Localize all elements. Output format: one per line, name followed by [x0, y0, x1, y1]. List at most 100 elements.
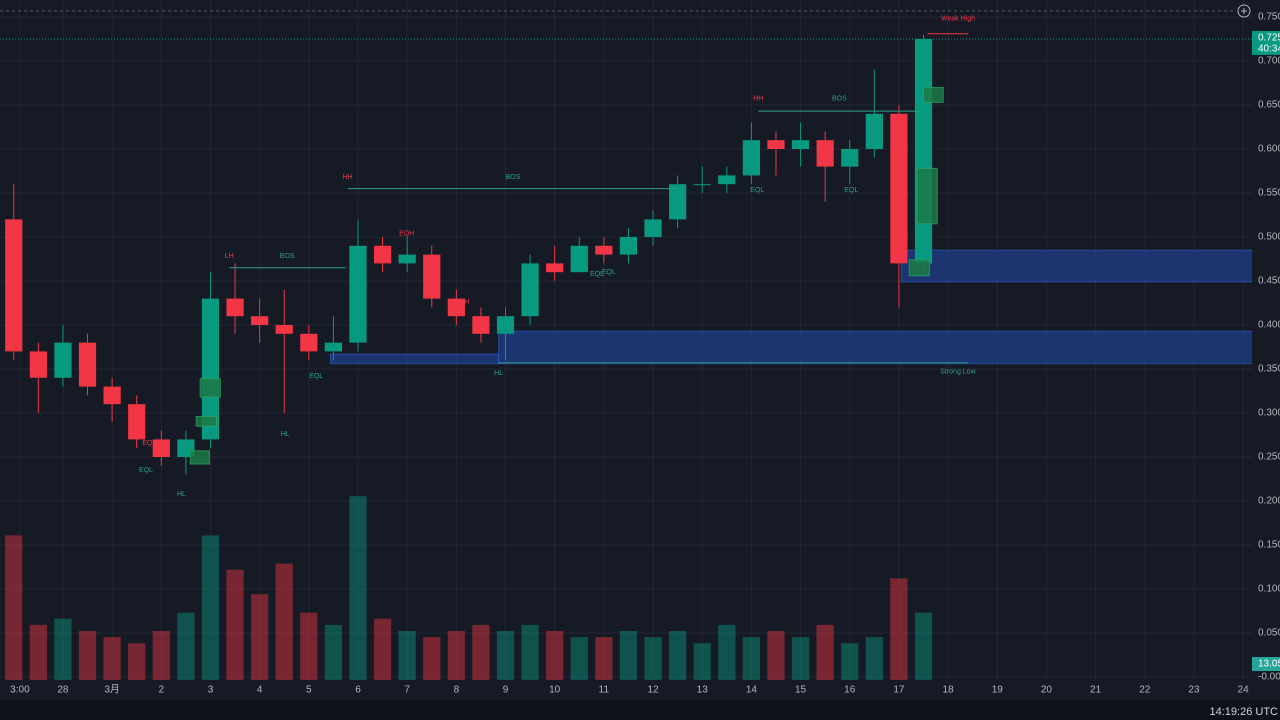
y-tick-label: 0.300	[1258, 408, 1280, 419]
x-tick-label: 11	[599, 685, 610, 696]
volume-bar	[349, 496, 367, 680]
volume-bar	[595, 637, 613, 680]
order-block	[916, 167, 938, 225]
order-block	[189, 450, 210, 465]
candle-body	[423, 254, 441, 299]
structure-label: BOS	[280, 253, 295, 260]
volume-bar	[718, 624, 736, 680]
candle-body	[546, 263, 564, 273]
x-tick-label: 24	[1238, 685, 1250, 696]
structure-label: BOS	[505, 174, 520, 181]
x-tick-label: 12	[647, 685, 659, 696]
structure-label: HL	[494, 370, 503, 377]
volume-bar	[791, 637, 810, 680]
price-axis	[1252, 0, 1280, 700]
candle-body	[349, 245, 367, 343]
volume-bar	[275, 563, 293, 680]
candle-body	[914, 38, 933, 264]
candle-body	[201, 298, 220, 440]
volume-bar	[201, 535, 220, 680]
add-button[interactable]	[1237, 4, 1251, 18]
volume-bar	[644, 637, 662, 680]
candle-body	[718, 175, 736, 185]
candle-body	[324, 342, 343, 352]
y-tick-label: 0.500	[1258, 232, 1280, 243]
x-tick-label: 21	[1090, 685, 1102, 696]
structure-label: HL	[177, 491, 186, 498]
volume-bar	[373, 618, 392, 680]
volume-bar	[29, 624, 47, 680]
clock: 14:19:26 UTC	[1210, 706, 1279, 718]
order-block	[195, 416, 217, 427]
structure-label: EQL	[309, 373, 323, 380]
volume-label: 13.05	[1258, 659, 1280, 670]
volume-bar	[324, 624, 343, 680]
x-tick-label: 3月	[104, 684, 120, 696]
volume-bar	[5, 535, 23, 680]
y-tick-label: 0.050	[1258, 628, 1280, 639]
candle-body	[472, 316, 490, 334]
candle-body	[742, 140, 761, 176]
x-tick-label: 2	[159, 685, 165, 696]
candle-body	[570, 245, 588, 273]
volume-bar	[152, 630, 170, 680]
structure-label: Weak High	[941, 16, 975, 23]
candle-body	[251, 316, 269, 325]
countdown: 40:34	[1258, 44, 1280, 55]
x-tick-label: 15	[795, 685, 807, 696]
x-tick-label: 20	[1041, 685, 1053, 696]
volume-bar	[423, 637, 441, 680]
volume-bar	[78, 630, 97, 680]
volume-bar	[472, 624, 490, 680]
candle-body	[29, 351, 47, 378]
volume-bar	[496, 630, 515, 680]
x-tick-label: 18	[943, 685, 955, 696]
candle-body	[644, 219, 662, 237]
x-tick-label: 10	[549, 685, 561, 696]
volume-bar	[816, 624, 834, 680]
volume-bar	[669, 630, 687, 680]
candle-body	[300, 333, 318, 352]
x-tick-label: 7	[404, 685, 410, 696]
y-tick-label: 0.250	[1258, 452, 1280, 463]
volume-bar	[619, 630, 638, 680]
structure-label: HH	[753, 96, 763, 103]
candle-body	[398, 254, 416, 264]
volume-bar	[128, 643, 146, 680]
y-tick-label: 0.200	[1258, 496, 1280, 507]
x-tick-label: 4	[257, 685, 263, 696]
y-tick-label: 0.350	[1258, 364, 1280, 375]
candle-body	[693, 184, 711, 186]
volume-bar	[890, 578, 908, 680]
volume-bar	[251, 594, 269, 680]
x-tick-label: 16	[844, 685, 856, 696]
volume-bar	[570, 637, 588, 680]
order-block	[199, 378, 221, 398]
volume-bar	[103, 637, 121, 680]
structure-label: HL	[281, 431, 290, 438]
candle-body	[152, 439, 170, 458]
volume-label-box	[1252, 657, 1280, 672]
y-tick-label: 0.550	[1258, 188, 1280, 199]
volume-bar	[521, 624, 539, 680]
x-tick-label: 13	[697, 685, 709, 696]
volume-bar	[914, 612, 933, 680]
candle-body	[767, 140, 785, 149]
current-price-box	[1252, 30, 1280, 55]
volume-bar	[447, 630, 465, 680]
x-tick-label: 6	[355, 685, 361, 696]
x-tick-label: 17	[893, 685, 905, 696]
candle-body	[816, 140, 834, 167]
status-bar	[0, 700, 1280, 720]
y-tick-label: 0.100	[1258, 584, 1280, 595]
candle-body	[103, 386, 121, 405]
structure-label: HH	[343, 174, 353, 181]
y-tick-label: -0.000	[1258, 672, 1280, 683]
candle-body	[78, 342, 97, 387]
current-price-label: 0.725	[1258, 33, 1280, 44]
volume-bar	[767, 630, 785, 680]
order-block	[923, 86, 944, 103]
time-axis	[0, 680, 1252, 700]
x-tick-label: 8	[454, 685, 460, 696]
